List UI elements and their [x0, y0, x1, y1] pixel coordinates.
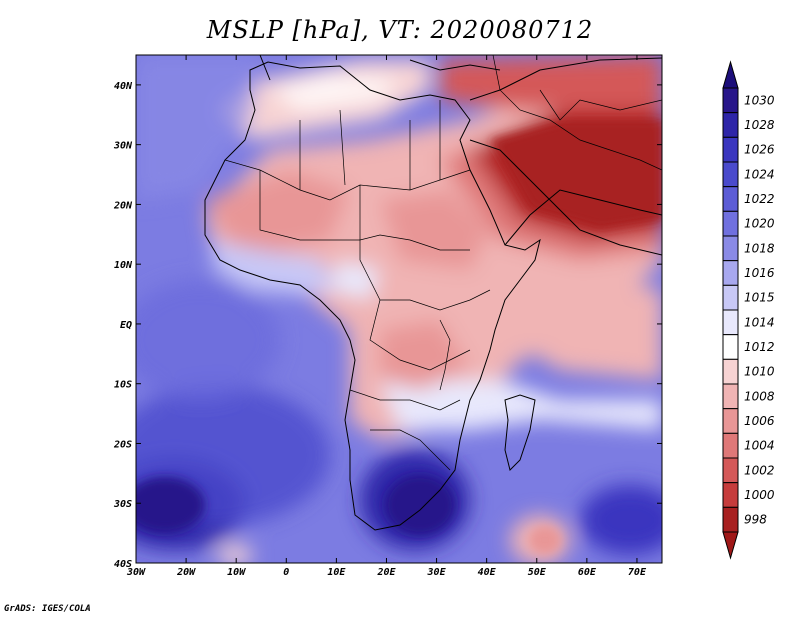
- colorbar-legend: 1030 1028 1026 1024 1022 1020 1018 1016 1015 1014…: [722, 60, 775, 560]
- colorbar-label: 1010: [744, 365, 775, 379]
- colorbar-label: 1022: [744, 192, 775, 206]
- colorbar-swatch: [722, 309, 739, 336]
- footer-credit: GrADS: IGES/COLA: [4, 604, 91, 614]
- colorbar-label: 1014: [744, 315, 775, 329]
- y-tick-label: 40S: [114, 559, 132, 570]
- y-tick-label: 10S: [114, 380, 132, 391]
- colorbar-label: 1002: [744, 463, 775, 477]
- x-tick-label: 0: [283, 567, 289, 578]
- x-tick-label: 20E: [376, 567, 396, 578]
- y-tick-label: 30S: [113, 499, 132, 510]
- colorbar-label: 1008: [744, 389, 775, 403]
- colorbar-label: 1018: [744, 241, 775, 255]
- x-tick-label: 40E: [478, 567, 497, 578]
- colorbar-label: 1016: [744, 266, 775, 280]
- pressure-field: [136, 55, 662, 563]
- x-tick-label: 70E: [628, 567, 647, 578]
- colorbar-top-arrow: [722, 60, 739, 89]
- colorbar-swatch: [722, 235, 739, 262]
- x-tick-label: 30E: [427, 567, 447, 578]
- y-tick-label: 30N: [113, 141, 133, 152]
- y-axis: 40N 30N 20N 10N EQ 10S 20S 30S 40S: [113, 81, 662, 570]
- colorbar-label: 1000: [744, 488, 775, 502]
- colorbar-label: 1004: [744, 439, 775, 453]
- y-tick-label: 10N: [114, 260, 133, 271]
- colorbar-bottom-arrow: [722, 531, 739, 560]
- plot-frame: [135, 54, 663, 564]
- colorbar-label: 1026: [744, 143, 775, 157]
- colorbar-swatch: [722, 210, 739, 237]
- colorbar-swatch: [722, 358, 739, 385]
- colorbar-swatch: [722, 457, 739, 484]
- colorbar-label: 1015: [744, 291, 775, 305]
- x-axis: 30W 20W 10W 0 10E 20E 30E 40E 50E 60E 70E: [126, 55, 647, 578]
- y-tick-label: 20S: [113, 439, 132, 450]
- colorbar-swatch: [722, 112, 739, 138]
- page-title: MSLP [hPa], VT: 2020080712: [206, 16, 594, 44]
- y-tick-label: EQ: [120, 320, 132, 331]
- colorbar-label: 1024: [744, 167, 775, 181]
- x-tick-label: 10E: [327, 567, 346, 578]
- colorbar-swatch: [722, 383, 739, 410]
- x-tick-label: 50E: [528, 567, 547, 578]
- y-tick-label: 40N: [114, 81, 133, 92]
- x-tick-label: 10W: [227, 567, 246, 578]
- colorbar-label: 1028: [744, 118, 775, 132]
- colorbar-label: 1006: [744, 414, 775, 428]
- colorbar-swatch: [722, 432, 739, 459]
- colorbar-swatch: [722, 482, 739, 508]
- colorbar-swatch: [722, 186, 739, 212]
- colorbar-swatch: [722, 408, 739, 434]
- colorbar-swatch: [722, 334, 739, 360]
- colorbar-label: 1020: [744, 217, 775, 231]
- colorbar-swatch: [722, 284, 739, 311]
- coastlines: [204, 55, 662, 531]
- x-tick-label: 20W: [176, 567, 196, 578]
- colorbar-swatch: [722, 506, 739, 533]
- y-tick-label: 20N: [113, 200, 133, 211]
- colorbar-label: 1012: [744, 340, 775, 354]
- x-tick-label: 30W: [126, 567, 146, 578]
- colorbar-swatch: [722, 87, 739, 114]
- colorbar-label: 998: [744, 513, 767, 527]
- colorbar-swatch: [722, 161, 739, 188]
- colorbar-swatch: [722, 136, 739, 163]
- colorbar-swatch: [722, 260, 739, 286]
- colorbar-label: 1030: [744, 93, 775, 107]
- x-tick-label: 60E: [578, 567, 597, 578]
